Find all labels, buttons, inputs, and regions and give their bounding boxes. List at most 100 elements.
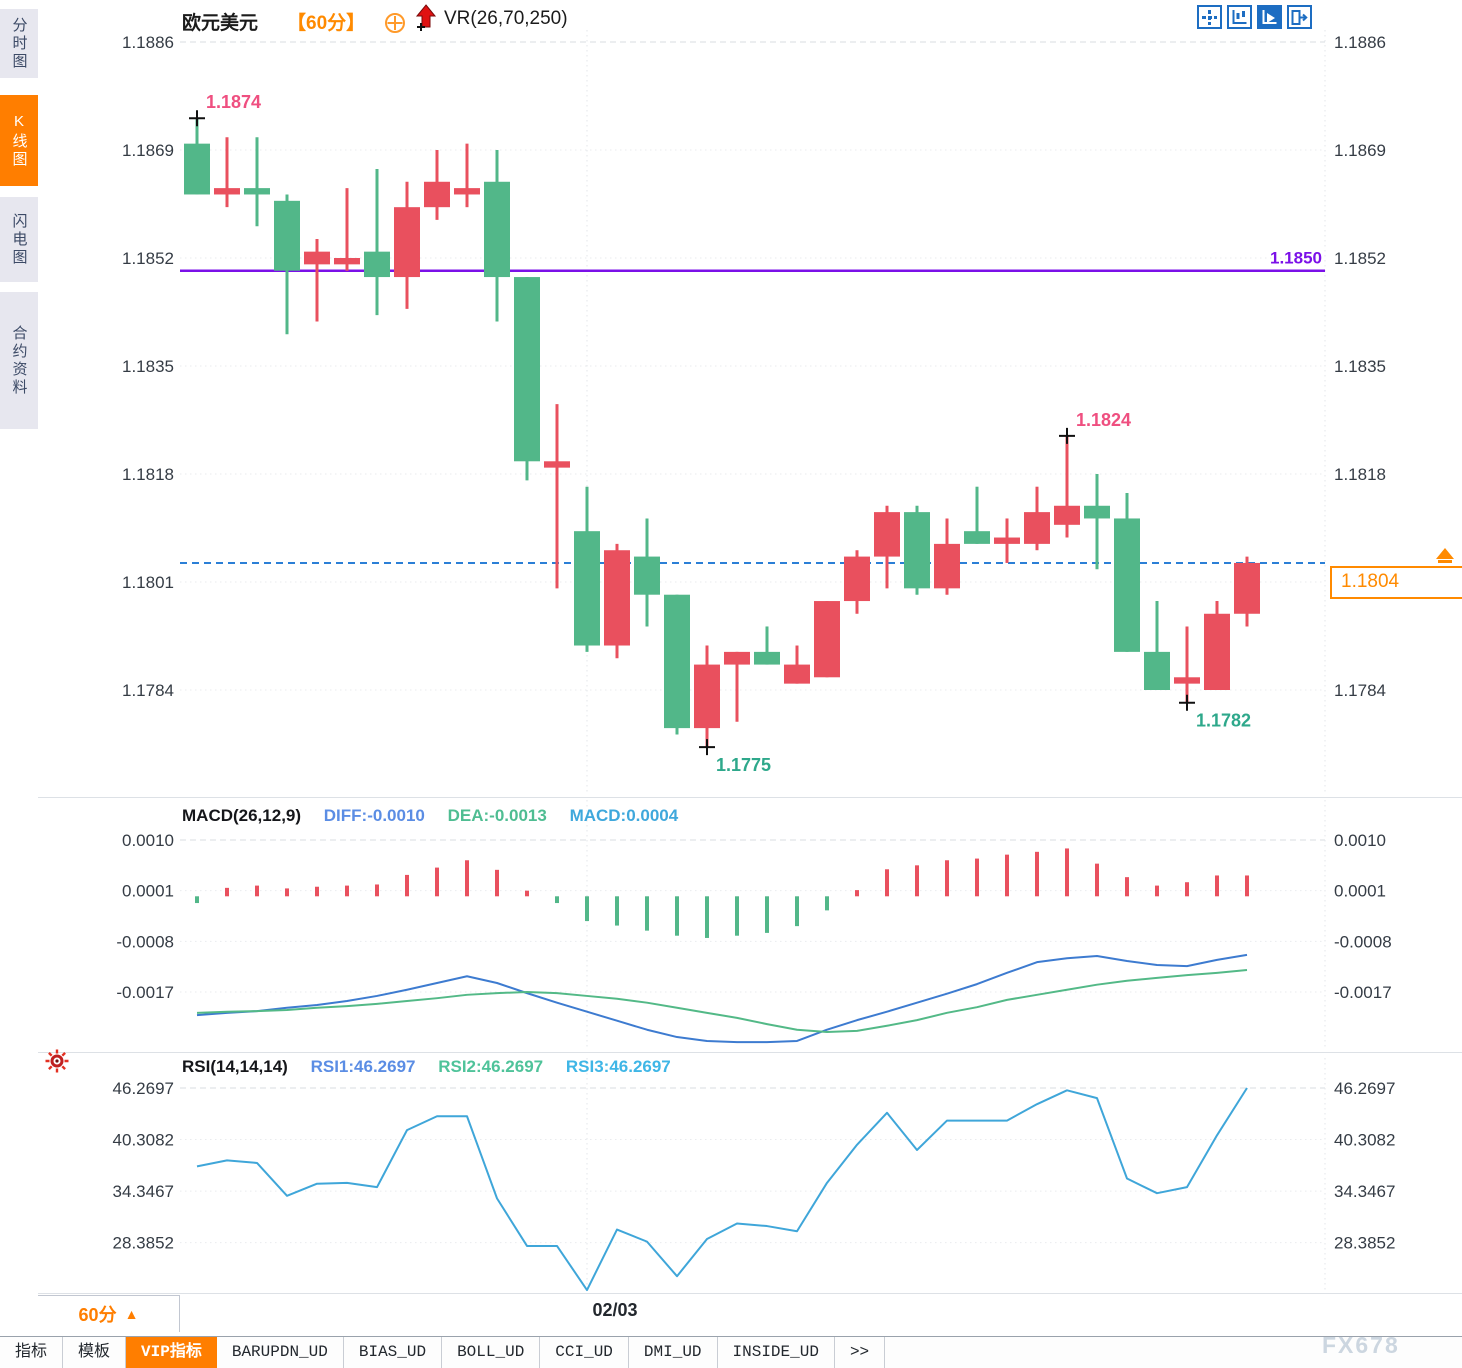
macd-hist-bar bbox=[1035, 851, 1039, 897]
tab--[interactable]: 模板 bbox=[63, 1337, 127, 1368]
macd-hist-bar bbox=[585, 896, 589, 922]
timeframe-selector[interactable]: 60分 ▲ bbox=[38, 1295, 180, 1332]
axis-label: 0.0001 bbox=[1334, 882, 1386, 901]
candle-body bbox=[184, 143, 210, 195]
macd-dea-value: DEA:-0.0013 bbox=[447, 806, 547, 825]
axis-label: 1.1818 bbox=[1334, 465, 1386, 484]
triangle-up-icon: ▲ bbox=[124, 1306, 139, 1322]
axis-label: 28.3852 bbox=[1334, 1234, 1395, 1253]
macd-hist-bar bbox=[735, 896, 739, 936]
axis-label: 46.2697 bbox=[1334, 1079, 1395, 1098]
tab-dmi_ud[interactable]: DMI_UD bbox=[629, 1337, 718, 1368]
candle-body bbox=[904, 512, 930, 589]
crosshair-move-icon[interactable] bbox=[1197, 5, 1222, 29]
macd-hist-bar bbox=[1005, 854, 1009, 897]
candle-body bbox=[784, 664, 810, 684]
tab-vip-[interactable]: VIP指标 bbox=[126, 1337, 217, 1368]
macd-hist-bar bbox=[225, 887, 229, 897]
axis-label: 34.3467 bbox=[113, 1182, 174, 1201]
tab-bias_ud[interactable]: BIAS_UD bbox=[344, 1337, 443, 1368]
watermark: FX678 bbox=[1322, 1332, 1400, 1358]
sidebar-item-timeline-chart[interactable]: 分时图 bbox=[0, 9, 38, 78]
candle-body bbox=[1114, 518, 1140, 652]
chart-toolbar bbox=[1197, 5, 1312, 29]
tab-inside_ud[interactable]: INSIDE_UD bbox=[718, 1337, 835, 1368]
axis-label: 34.3467 bbox=[1334, 1182, 1395, 1201]
sidebar-item-contract-info[interactable]: 合约资料 bbox=[0, 292, 38, 429]
macd-hist-bar bbox=[1065, 848, 1069, 897]
axis-label: 0.0010 bbox=[122, 831, 174, 850]
macd-hist-bar bbox=[1185, 882, 1189, 897]
timeframe-selector-label: 60分 bbox=[78, 1305, 117, 1325]
macd-hist-bar bbox=[945, 860, 949, 897]
macd-diff-value: DIFF:-0.0010 bbox=[323, 806, 425, 825]
axis-label: 1.1852 bbox=[1334, 249, 1386, 268]
high-price-annotation: 1.1824 bbox=[1076, 410, 1131, 430]
sidebar-item-lightning-chart[interactable]: 闪电图 bbox=[0, 197, 38, 282]
tab-boll_ud[interactable]: BOLL_UD bbox=[442, 1337, 541, 1368]
axis-label: 1.1852 bbox=[122, 249, 174, 268]
tab->>[interactable]: >> bbox=[835, 1337, 886, 1368]
axis-label: 1.1801 bbox=[122, 573, 174, 592]
axis-label: 46.2697 bbox=[113, 1079, 174, 1098]
tab-barupdn_ud[interactable]: BARUPDN_UD bbox=[217, 1337, 344, 1368]
macd-hist-bar bbox=[1155, 885, 1159, 897]
candle-body bbox=[364, 251, 390, 278]
macd-hist-bar bbox=[915, 865, 919, 897]
axis-label: 1.1886 bbox=[122, 33, 174, 52]
macd-diff-line bbox=[196, 953, 1248, 1044]
pane-exit-icon[interactable] bbox=[1287, 5, 1312, 29]
axis-label: -0.0017 bbox=[116, 983, 174, 1002]
candle-body bbox=[454, 188, 480, 195]
macd-hist-bar bbox=[885, 869, 889, 897]
indicator-settings-sun-icon[interactable] bbox=[44, 1048, 70, 1074]
candle-body bbox=[1204, 613, 1230, 690]
candle-body bbox=[304, 251, 330, 265]
macd-hist-bar bbox=[675, 896, 679, 936]
macd-hist-bar bbox=[1095, 863, 1099, 897]
candle-body bbox=[844, 556, 870, 602]
macd-hist-bar bbox=[525, 890, 529, 897]
candle-body bbox=[814, 601, 840, 678]
candle-body bbox=[244, 188, 270, 195]
candle-body bbox=[484, 181, 510, 278]
rsi1-value: RSI1:46.2697 bbox=[310, 1057, 416, 1076]
sidebar-item-kline-chart[interactable]: K线图 bbox=[0, 95, 38, 186]
candle-body bbox=[1174, 677, 1200, 684]
axis-label: 40.3082 bbox=[1334, 1131, 1395, 1150]
macd-hist-bar bbox=[1245, 875, 1249, 897]
candle-body bbox=[1144, 651, 1170, 690]
candle-body bbox=[214, 188, 240, 195]
axis-label: 1.1886 bbox=[1334, 33, 1386, 52]
candle-body bbox=[634, 556, 660, 595]
candle-body bbox=[394, 207, 420, 278]
axis-candles-icon[interactable] bbox=[1227, 5, 1252, 29]
red-up-arrow-icon[interactable] bbox=[413, 3, 437, 31]
candle-body bbox=[1054, 505, 1080, 525]
candle-body bbox=[544, 461, 570, 468]
candle-body bbox=[1024, 512, 1050, 544]
axis-label: -0.0017 bbox=[1334, 983, 1392, 1002]
macd-hist-bar bbox=[255, 885, 259, 897]
axis-play-icon[interactable] bbox=[1257, 5, 1282, 29]
candle-body bbox=[514, 277, 540, 462]
macd-hist-bar bbox=[495, 869, 499, 897]
tab--[interactable]: 指标 bbox=[0, 1337, 64, 1368]
indicator-title: VR(26,70,250) bbox=[444, 8, 568, 29]
candle-body bbox=[604, 550, 630, 646]
plus-circle-icon[interactable] bbox=[383, 10, 407, 34]
axis-label: 40.3082 bbox=[113, 1131, 174, 1150]
current-price-tag: 1.1804 bbox=[1330, 566, 1462, 599]
candle-body bbox=[994, 537, 1020, 544]
alert-hline-label: 1.1850 bbox=[1270, 249, 1322, 268]
timeframe-label[interactable]: 【60分】 bbox=[287, 13, 366, 34]
axis-label: -0.0008 bbox=[116, 932, 174, 951]
macd-hist-bar bbox=[375, 884, 379, 897]
extreme-cross-marker bbox=[699, 739, 715, 756]
tab-cci_ud[interactable]: CCI_UD bbox=[540, 1337, 629, 1368]
macd-hist-bar bbox=[825, 896, 829, 911]
macd-name: MACD(26,12,9) bbox=[182, 806, 302, 825]
macd-hist-bar bbox=[855, 890, 859, 897]
